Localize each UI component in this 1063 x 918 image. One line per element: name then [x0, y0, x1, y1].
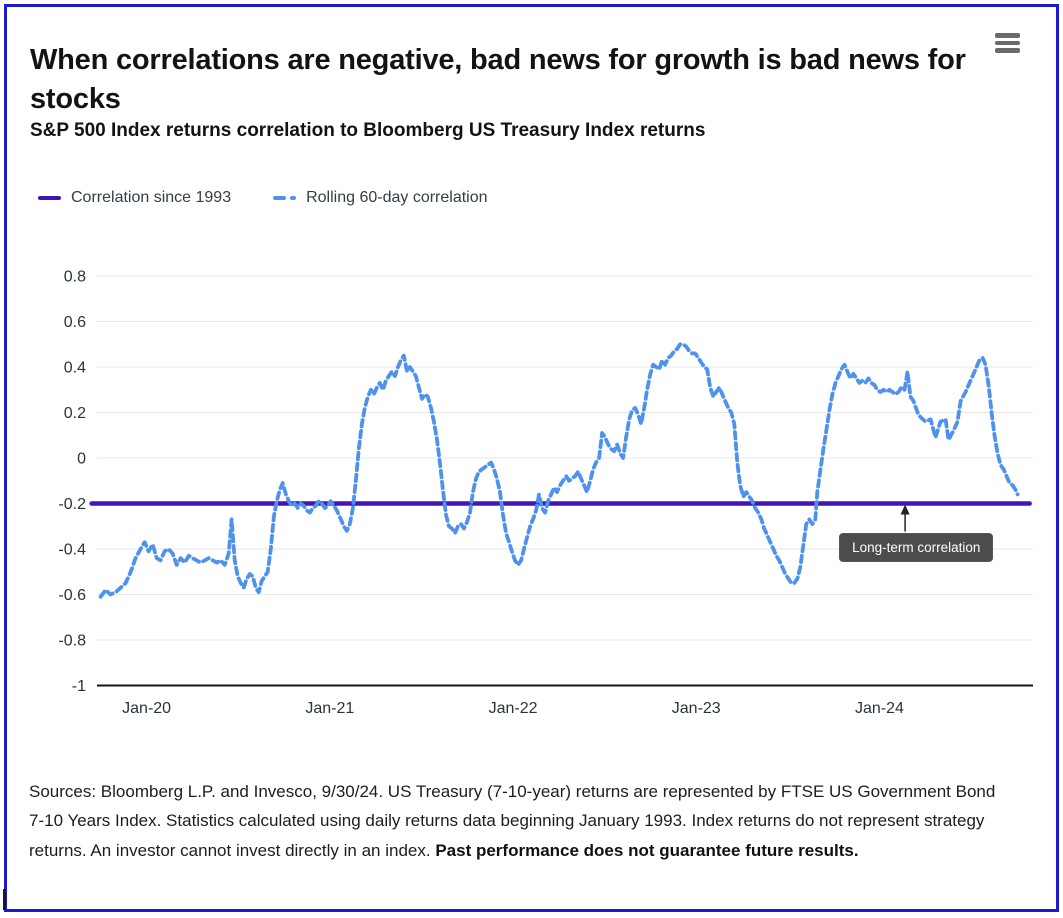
y-tick-label: 0	[77, 451, 86, 468]
dashed-line-legend-marker	[273, 195, 297, 201]
page-subtitle: S&P 500 Index returns correlation to Blo…	[30, 119, 706, 141]
chart-context-menu-button[interactable]	[993, 31, 1021, 57]
y-tick-label: 0.6	[64, 314, 86, 331]
source-note-bold: Past performance does not guarantee futu…	[435, 840, 859, 860]
legend-label: Correlation since 1993	[71, 189, 232, 206]
y-tick-label: -1	[72, 678, 86, 695]
text-cursor-artifact	[3, 889, 6, 910]
x-tick-label: Jan-20	[122, 700, 171, 717]
x-tick-label: Jan-21	[305, 700, 354, 717]
y-tick-label: -0.6	[58, 587, 86, 604]
x-tick-label: Jan-22	[489, 700, 538, 717]
legend-item-rolling-correlation[interactable]: Rolling 60-day correlation	[273, 189, 488, 207]
page-title: When correlations are negative, bad news…	[30, 44, 966, 115]
y-tick-label: -0.4	[58, 542, 86, 559]
y-tick-label: 0.4	[64, 360, 86, 377]
annotation-tooltip: Long-term correlation	[839, 533, 994, 562]
x-tick-label: Jan-23	[672, 700, 721, 717]
legend-item-long-term-correlation[interactable]: Correlation since 1993	[38, 189, 231, 207]
x-tick-label: Jan-24	[855, 700, 904, 717]
annotation-label: Long-term correlation	[852, 540, 981, 555]
hamburger-menu-icon	[995, 33, 1020, 53]
legend-label: Rolling 60-day correlation	[306, 189, 488, 206]
y-tick-label: -0.2	[58, 496, 86, 513]
chart-legend: Correlation since 1993 Rolling 60-day co…	[38, 189, 488, 207]
rolling-correlation-line	[98, 342, 1020, 599]
y-tick-label: 0.8	[64, 269, 86, 286]
y-tick-label: -0.8	[58, 633, 86, 650]
source-note-regular: Sources: Bloomberg L.P. and Invesco, 9/3…	[29, 782, 996, 860]
source-note: Sources: Bloomberg L.P. and Invesco, 9/3…	[29, 777, 1014, 865]
annotation-arrow-head	[900, 504, 910, 515]
solid-line-legend-marker	[38, 195, 61, 201]
y-tick-label: 0.2	[64, 405, 86, 422]
